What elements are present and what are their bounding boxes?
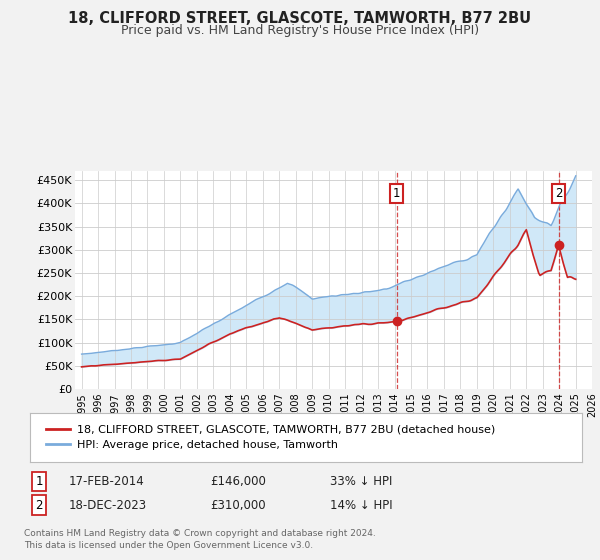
Text: 33% ↓ HPI: 33% ↓ HPI bbox=[330, 475, 392, 488]
Text: 17-FEB-2014: 17-FEB-2014 bbox=[69, 475, 145, 488]
Text: £310,000: £310,000 bbox=[210, 498, 266, 512]
Text: 1: 1 bbox=[35, 475, 43, 488]
Text: Contains HM Land Registry data © Crown copyright and database right 2024.
This d: Contains HM Land Registry data © Crown c… bbox=[24, 529, 376, 550]
Text: 1: 1 bbox=[393, 187, 400, 200]
Text: 2: 2 bbox=[555, 187, 562, 200]
Text: 14% ↓ HPI: 14% ↓ HPI bbox=[330, 498, 392, 512]
Text: 18-DEC-2023: 18-DEC-2023 bbox=[69, 498, 147, 512]
Text: Price paid vs. HM Land Registry's House Price Index (HPI): Price paid vs. HM Land Registry's House … bbox=[121, 24, 479, 37]
Text: £146,000: £146,000 bbox=[210, 475, 266, 488]
Legend: 18, CLIFFORD STREET, GLASCOTE, TAMWORTH, B77 2BU (detached house), HPI: Average : 18, CLIFFORD STREET, GLASCOTE, TAMWORTH,… bbox=[41, 420, 499, 455]
Text: 2: 2 bbox=[35, 498, 43, 512]
Text: 18, CLIFFORD STREET, GLASCOTE, TAMWORTH, B77 2BU: 18, CLIFFORD STREET, GLASCOTE, TAMWORTH,… bbox=[68, 11, 532, 26]
